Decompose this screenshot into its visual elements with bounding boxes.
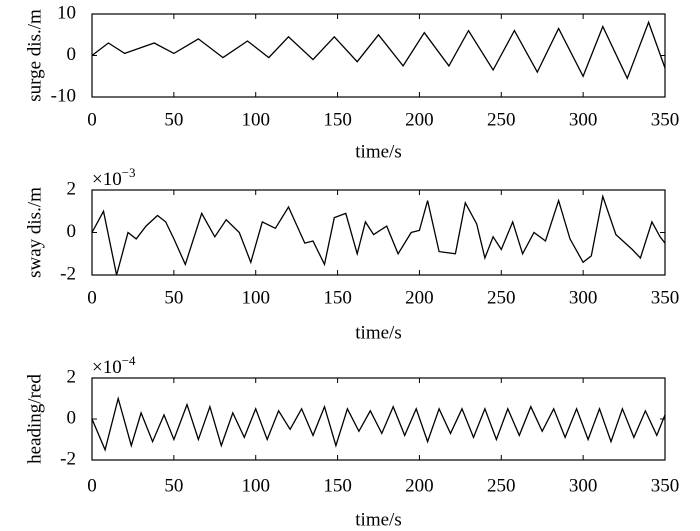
subplot: 0 50 100 150 200 250 300 350 -2 0 2 time/s sway dis.…: [24, 165, 679, 343]
x-tick-label: 300: [569, 109, 598, 130]
y-tick-label: -10: [51, 85, 76, 106]
x-tick-label: 0: [87, 475, 97, 496]
x-axis-label: time/s: [355, 322, 401, 343]
y-tick-label: 0: [67, 44, 77, 65]
x-tick-label: 100: [241, 287, 270, 308]
x-tick-label: 250: [487, 287, 516, 308]
y-tick-label: 10: [57, 2, 76, 23]
x-tick-label: 50: [164, 109, 183, 130]
x-axis-label: time/s: [355, 509, 401, 530]
x-tick-label: 150: [323, 287, 352, 308]
y-tick-label: -2: [60, 263, 76, 284]
data-line: [91, 395, 666, 452]
x-tick-label: 350: [651, 287, 680, 308]
multiplier-base: ×10: [92, 169, 122, 190]
y-tick-label: 2: [67, 178, 77, 199]
x-tick-label: 250: [487, 475, 516, 496]
x-tick-label: 0: [87, 109, 97, 130]
multiplier-exponent: −3: [122, 165, 136, 180]
x-tick-label: 0: [87, 287, 97, 308]
x-tick-label: 150: [323, 109, 352, 130]
plot-frame: [91, 13, 666, 98]
y-axis-label: sway dis./m: [24, 187, 45, 278]
plot-frame: [91, 189, 666, 276]
x-tick-label: 250: [487, 109, 516, 130]
y-tick-label: 0: [67, 221, 77, 242]
x-tick-label: 200: [405, 475, 434, 496]
subplot: 0 50 100 150 200 250 300 350 -10 0 10 time/s surge d…: [24, 2, 679, 162]
multiplier-exponent: −4: [122, 353, 136, 368]
x-axis-label: time/s: [355, 141, 401, 162]
x-tick-label: 300: [569, 287, 598, 308]
y-tick-label: -2: [60, 448, 76, 469]
x-tick-label: 200: [405, 287, 434, 308]
x-tick-label: 300: [569, 475, 598, 496]
x-tick-label: 100: [241, 475, 270, 496]
multiplier-base: ×10: [92, 357, 122, 378]
subplot: 0 50 100 150 200 250 300 350 -2 0 2 time/s heading/r…: [24, 353, 679, 530]
y-axis-label: surge dis./m: [24, 9, 45, 102]
y-axis-label: heading/red: [24, 374, 45, 464]
y-tick-label: 2: [67, 366, 77, 387]
y-multiplier: ×10−3: [92, 165, 136, 190]
x-tick-label: 200: [405, 109, 434, 130]
data-line: [91, 193, 666, 276]
x-tick-label: 50: [164, 475, 183, 496]
x-tick-label: 50: [164, 287, 183, 308]
y-multiplier: ×10−4: [92, 353, 136, 378]
x-tick-label: 100: [241, 109, 270, 130]
data-line: [91, 20, 666, 80]
x-tick-label: 350: [651, 475, 680, 496]
x-tick-label: 350: [651, 109, 680, 130]
y-tick-label: 0: [67, 407, 77, 428]
plot-frame: [91, 377, 666, 461]
x-tick-label: 150: [323, 475, 352, 496]
